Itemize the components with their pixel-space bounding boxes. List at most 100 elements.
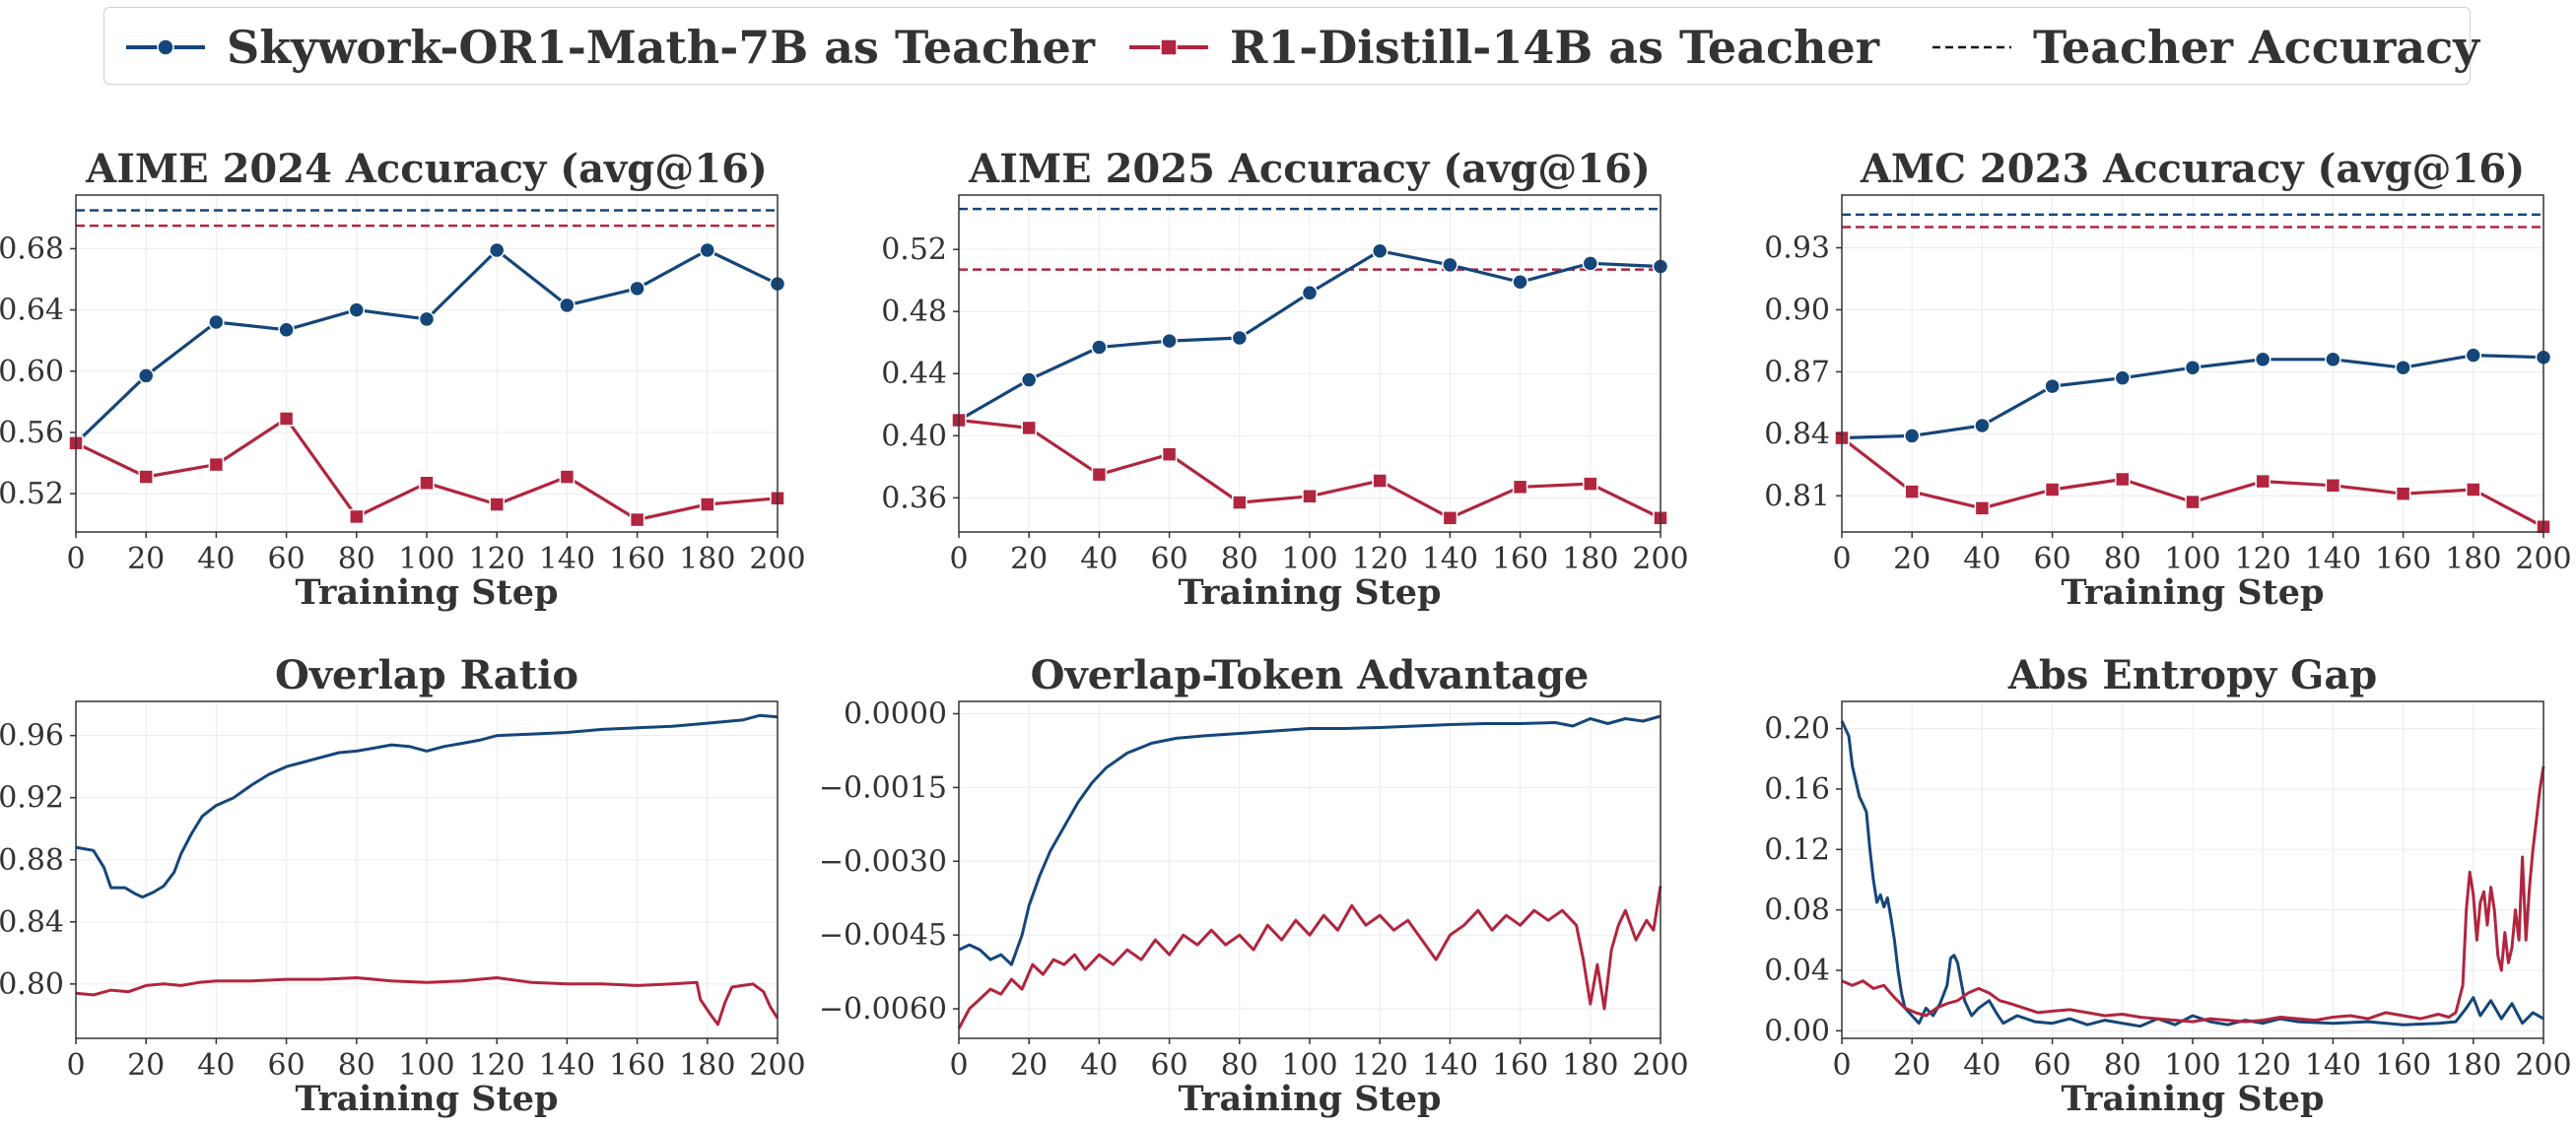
x-tick-label: 200 <box>1632 542 1688 576</box>
y-tick-label: 0.04 <box>1764 954 1830 988</box>
y-tick-label: −0.0015 <box>819 770 947 805</box>
legend-dashed-line-icon <box>1932 45 2011 48</box>
chart-title: Abs Entropy Gap <box>2007 652 2377 698</box>
data-point-circle <box>1301 285 1319 301</box>
x-tick-label: 140 <box>2305 1048 2361 1083</box>
y-tick-label: 0.93 <box>1764 232 1830 266</box>
x-tick-label: 140 <box>1422 1048 1478 1083</box>
data-point-square <box>1974 500 1991 516</box>
x-tick-label: 160 <box>609 1048 665 1083</box>
data-point-circle <box>348 301 366 318</box>
x-tick-label: 40 <box>1080 542 1118 576</box>
x-axis-label: Training Step <box>2062 1079 2325 1119</box>
data-point-circle <box>488 241 506 259</box>
x-tick-label: 200 <box>2515 542 2571 576</box>
series-line-1 <box>1840 720 2544 1028</box>
y-tick-label: −0.0045 <box>819 918 947 953</box>
data-point-square <box>1091 466 1108 483</box>
legend-item-r1-distill: R1-Distill-14B as Teacher <box>1129 8 1879 86</box>
x-tick-label: 0 <box>949 542 968 576</box>
chart-title: AIME 2024 Accuracy (avg@16) <box>85 146 768 192</box>
data-point-circle <box>278 321 295 339</box>
legend-item-teacher-accuracy: Teacher Accuracy <box>1932 8 2479 86</box>
x-tick-label: 40 <box>1963 1048 2000 1083</box>
x-tick-label: 180 <box>1562 1048 1618 1083</box>
x-tick-label: 120 <box>2235 542 2291 576</box>
x-tick-label: 40 <box>1080 1048 1118 1083</box>
data-point-square <box>2466 482 2481 497</box>
x-tick-label: 160 <box>1492 1048 1548 1083</box>
data-point-square <box>559 469 576 485</box>
y-tick-label: 0.08 <box>1764 894 1830 928</box>
x-tick-label: 200 <box>749 1048 805 1083</box>
y-tick-label: 0.52 <box>0 477 64 511</box>
data-point-circle <box>629 280 645 298</box>
y-tick-label: 0.96 <box>0 719 64 754</box>
data-point-square <box>278 411 295 427</box>
data-point-circle <box>1582 255 1599 272</box>
x-tick-label: 20 <box>1893 1048 1931 1083</box>
y-tick-label: 0.84 <box>0 905 64 940</box>
data-point-circle <box>2184 359 2202 376</box>
x-tick-label: 100 <box>398 1048 454 1083</box>
data-point-square <box>349 508 365 525</box>
x-tick-label: 140 <box>539 1048 595 1083</box>
y-tick-label: 0.81 <box>1764 479 1830 513</box>
x-tick-label: 200 <box>2515 1048 2571 1083</box>
x-tick-label: 60 <box>2034 542 2071 576</box>
legend-label-r1-distill: R1-Distill-14B as Teacher <box>1230 20 1879 74</box>
chart-panel-2: 0 20 40 60 80 100 120 140 160 180 200 0.36 0.40 0.44 0… <box>881 146 1688 613</box>
x-tick-label: 180 <box>679 542 735 576</box>
y-tick-label: 0.48 <box>881 295 947 329</box>
x-tick-label: 60 <box>1151 542 1188 576</box>
x-tick-label: 140 <box>539 542 595 576</box>
x-tick-label: 60 <box>268 542 305 576</box>
data-point-square <box>2255 473 2271 490</box>
data-point-circle <box>2254 351 2271 368</box>
data-point-circle <box>699 241 716 259</box>
data-point-circle <box>1161 332 1178 350</box>
data-point-square <box>1161 446 1178 462</box>
y-tick-label: 0.00 <box>1764 1014 1830 1048</box>
data-point-circle <box>1974 417 1991 434</box>
legend-item-skywork: Skywork-OR1-Math-7B as Teacher <box>126 8 1095 86</box>
x-axis-label: Training Step <box>296 572 559 613</box>
data-point-square <box>1302 489 1318 504</box>
y-tick-label: 0.0000 <box>844 696 947 731</box>
x-tick-label: 80 <box>338 542 375 576</box>
y-tick-label: −0.0030 <box>819 844 947 879</box>
data-point-circle <box>1231 329 1249 347</box>
legend-line-square-icon <box>1129 37 1208 56</box>
data-point-circle <box>1512 274 1528 291</box>
x-tick-label: 60 <box>268 1048 305 1083</box>
x-tick-label: 100 <box>398 542 454 576</box>
x-axis-label: Training Step <box>1179 572 1442 613</box>
x-tick-label: 40 <box>197 1048 235 1083</box>
x-tick-label: 80 <box>2104 1048 2141 1083</box>
x-tick-label: 100 <box>2164 542 2220 576</box>
x-tick-label: 80 <box>338 1048 375 1083</box>
x-tick-label: 160 <box>2375 1048 2431 1083</box>
x-tick-label: 120 <box>1352 1048 1408 1083</box>
y-tick-label: 0.60 <box>0 355 64 389</box>
legend-line-circle-icon <box>126 37 205 56</box>
data-point-square <box>1021 420 1037 436</box>
x-tick-label: 60 <box>2034 1048 2071 1083</box>
x-tick-label: 100 <box>2164 1048 2220 1083</box>
x-tick-label: 180 <box>2445 542 2501 576</box>
y-tick-label: 0.44 <box>881 357 947 391</box>
data-point-square <box>1372 473 1388 489</box>
y-tick-label: 0.20 <box>1764 712 1830 747</box>
data-point-circle <box>1903 428 1921 444</box>
x-tick-label: 100 <box>1281 1048 1337 1083</box>
x-tick-label: 80 <box>1221 542 1258 576</box>
series-line-2 <box>1841 765 2545 1024</box>
y-tick-label: 0.87 <box>1764 355 1830 389</box>
data-point-square <box>2115 471 2131 488</box>
series-line-1 <box>958 714 1661 966</box>
data-point-circle <box>418 310 436 328</box>
data-point-circle <box>1020 371 1038 388</box>
y-tick-label: 0.64 <box>0 294 64 328</box>
x-tick-label: 20 <box>1010 542 1048 576</box>
